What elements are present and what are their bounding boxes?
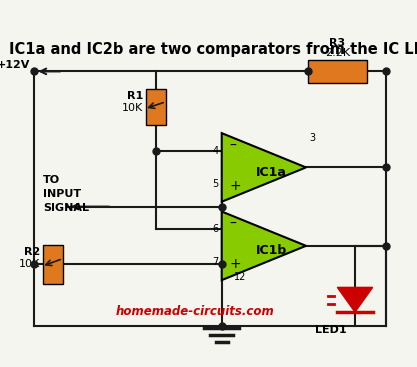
Text: 6: 6	[213, 224, 219, 234]
Text: IC1a: IC1a	[256, 166, 287, 179]
Text: INPUT: INPUT	[43, 189, 81, 199]
Text: +: +	[230, 257, 241, 272]
Text: IC1a and IC2b are two comparators from the IC LM339: IC1a and IC2b are two comparators from t…	[9, 42, 417, 57]
Text: 7: 7	[213, 258, 219, 268]
Polygon shape	[222, 133, 306, 202]
Bar	[308, 59, 367, 83]
Text: R2: R2	[24, 247, 40, 257]
Text: R3: R3	[329, 38, 345, 48]
Bar	[146, 89, 166, 125]
Text: 12: 12	[234, 272, 246, 282]
Text: IC1b: IC1b	[256, 244, 287, 257]
Text: –: –	[230, 139, 236, 153]
Text: TO: TO	[43, 175, 60, 185]
Text: 2.2K: 2.2K	[325, 48, 350, 58]
Text: 10K: 10K	[19, 259, 40, 269]
Polygon shape	[222, 211, 306, 280]
Text: 5: 5	[213, 179, 219, 189]
Bar	[43, 245, 63, 284]
Text: LED1: LED1	[315, 325, 347, 335]
Text: R1: R1	[127, 91, 143, 101]
Polygon shape	[337, 287, 373, 312]
Text: 10K: 10K	[122, 103, 143, 113]
Text: 4: 4	[213, 146, 219, 156]
Text: –: –	[230, 217, 236, 231]
Text: +12V: +12V	[0, 61, 30, 70]
Text: 3: 3	[309, 133, 315, 143]
Text: +: +	[230, 179, 241, 193]
Text: homemade-circuits.com: homemade-circuits.com	[116, 305, 275, 318]
Text: SIGNAL: SIGNAL	[43, 203, 89, 212]
